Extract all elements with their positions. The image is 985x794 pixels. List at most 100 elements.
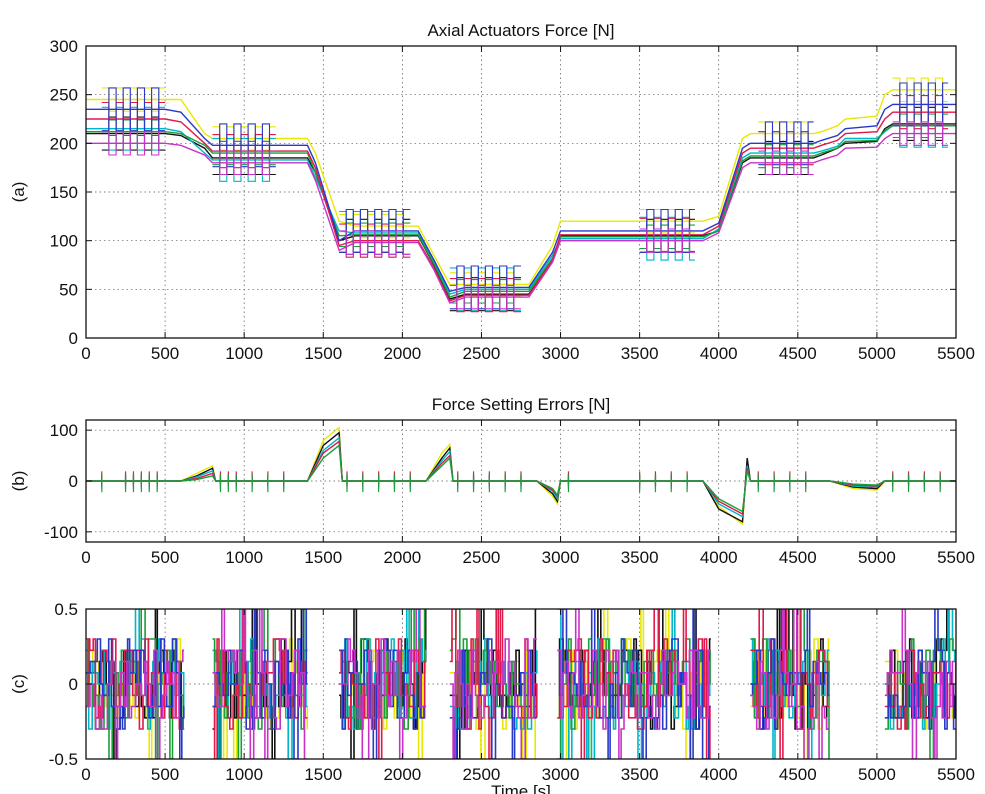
y-tick-label: 200 <box>50 134 78 153</box>
x-tick-label: 0 <box>81 548 90 567</box>
x-tick-label: 3000 <box>542 344 580 363</box>
noise-series <box>884 609 956 730</box>
series-oscillation <box>892 82 949 127</box>
noise-series <box>557 609 711 759</box>
noise-series <box>557 609 711 759</box>
panel-a-ylabel: (a) <box>9 182 28 203</box>
series-line <box>86 103 956 293</box>
x-tick-label: 1000 <box>225 765 263 784</box>
x-tick-label: 4000 <box>700 765 738 784</box>
panel-b-ylabel: (b) <box>9 471 28 492</box>
x-tick-label: 500 <box>151 765 179 784</box>
x-tick-label: 3500 <box>621 765 659 784</box>
x-tick-label: 500 <box>151 344 179 363</box>
y-tick-label: -100 <box>44 523 78 542</box>
x-tick-label: 5500 <box>937 765 975 784</box>
series-oscillation <box>339 230 411 255</box>
series-line <box>86 111 956 302</box>
panel-a-title: Axial Actuators Force [N] <box>427 21 614 40</box>
x-tick-label: 2000 <box>383 344 421 363</box>
x-tick-label: 4500 <box>779 344 817 363</box>
y-tick-label: 250 <box>50 86 78 105</box>
y-tick-label: 0.5 <box>54 600 78 619</box>
panel-c-xlabel: Time [s] <box>491 782 551 794</box>
y-tick-label: 0 <box>69 675 78 694</box>
x-tick-label: 2000 <box>383 765 421 784</box>
x-tick-label: 1000 <box>225 344 263 363</box>
y-tick-label: -0.5 <box>49 750 78 769</box>
series-oscillation <box>101 106 166 151</box>
series-oscillation <box>212 150 276 176</box>
x-tick-label: 5000 <box>858 765 896 784</box>
series-oscillation <box>101 87 166 112</box>
noise-series <box>86 649 185 759</box>
series-line <box>86 444 956 513</box>
series-line <box>86 125 956 296</box>
x-tick-label: 5500 <box>937 344 975 363</box>
x-tick-label: 500 <box>151 548 179 567</box>
x-tick-label: 2000 <box>383 548 421 567</box>
y-tick-label: 50 <box>59 280 78 299</box>
series-line <box>86 89 956 286</box>
x-tick-label: 1500 <box>304 548 342 567</box>
x-tick-label: 5000 <box>858 548 896 567</box>
panel-c-series <box>86 609 956 759</box>
x-tick-label: 3500 <box>621 344 659 363</box>
panel-c-chart: (c) 0 500 1000 1500 2000 2500 3000 3500 4000 4500… <box>9 600 975 794</box>
series-oscillation <box>101 87 166 132</box>
noise-series <box>212 609 308 759</box>
noise-series <box>339 609 427 759</box>
y-tick-label: 300 <box>50 37 78 56</box>
series-oscillation <box>212 123 276 168</box>
x-tick-label: 4000 <box>700 344 738 363</box>
noise-series <box>750 609 830 759</box>
panel-a-ticks: 0 500 1000 1500 2000 2500 3000 3500 4000 4500 5000… <box>50 37 975 363</box>
series-line <box>86 125 956 298</box>
x-tick-label: 2500 <box>463 765 501 784</box>
y-tick-label: 0 <box>69 472 78 491</box>
x-tick-label: 3000 <box>542 548 580 567</box>
panel-c-ticks: 0 500 1000 1500 2000 2500 3000 3500 4000 4500 5000… <box>49 600 975 784</box>
x-tick-label: 0 <box>81 344 90 363</box>
x-tick-label: 4500 <box>779 765 817 784</box>
x-tick-label: 5000 <box>858 344 896 363</box>
x-tick-label: 3500 <box>621 548 659 567</box>
noise-series <box>449 638 537 759</box>
y-tick-label: 0 <box>69 329 78 348</box>
series-oscillation <box>212 126 276 151</box>
x-tick-label: 2500 <box>463 344 501 363</box>
panel-b-chart: Force Setting Errors [N] (b) 0 500 1000 150… <box>9 395 975 567</box>
panel-c-ylabel: (c) <box>9 674 28 694</box>
x-tick-label: 5500 <box>937 548 975 567</box>
x-tick-label: 2500 <box>463 548 501 567</box>
panel-a-chart: Axial Actuators Force [N] (a) 0 500 1000 15… <box>9 21 975 363</box>
series-oscillation <box>101 101 166 137</box>
series-oscillation <box>212 134 276 169</box>
noise-series <box>557 609 711 759</box>
x-tick-label: 0 <box>81 765 90 784</box>
panel-a-grid <box>86 46 956 338</box>
panel-b-ticks: 0 500 1000 1500 2000 2500 3000 3500 4000 4500 5000… <box>44 420 975 567</box>
y-tick-label: 150 <box>50 183 78 202</box>
series-oscillation <box>639 228 695 253</box>
panel-b-series <box>86 426 956 526</box>
series-oscillation <box>101 131 166 156</box>
noise-series <box>884 609 956 759</box>
y-tick-label: 100 <box>50 421 78 440</box>
series-oscillation <box>212 140 276 166</box>
noise-series <box>339 638 427 759</box>
x-tick-label: 4000 <box>700 548 738 567</box>
x-tick-label: 1500 <box>304 765 342 784</box>
y-tick-label: 100 <box>50 232 78 251</box>
series-oscillation <box>758 150 814 176</box>
series-oscillation <box>212 137 276 182</box>
noise-series <box>212 609 308 759</box>
series-oscillation <box>758 121 814 166</box>
series-oscillation <box>101 116 166 151</box>
panel-a-series <box>86 77 956 313</box>
x-tick-label: 1000 <box>225 548 263 567</box>
x-tick-label: 4500 <box>779 548 817 567</box>
series-oscillation <box>892 121 949 146</box>
panel-b-title: Force Setting Errors [N] <box>432 395 611 414</box>
